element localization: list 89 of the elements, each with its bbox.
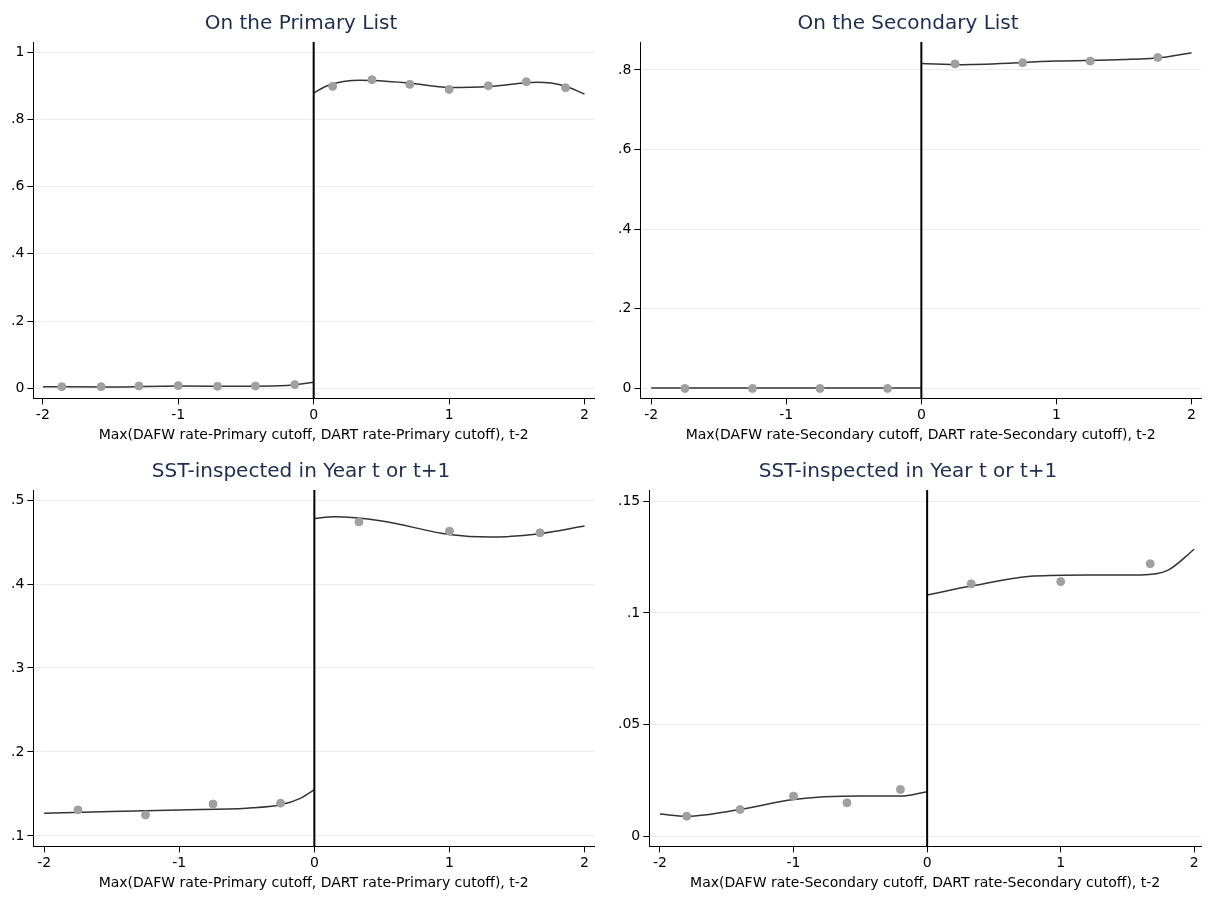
x-tick-label: -1 xyxy=(786,854,801,871)
point xyxy=(1085,56,1095,66)
x-tick-label: 2 xyxy=(1189,854,1199,871)
point xyxy=(1018,58,1028,68)
point xyxy=(1056,577,1066,587)
point xyxy=(950,59,960,69)
y-tick-label: 0 xyxy=(622,379,632,396)
y-tick-label: .2 xyxy=(11,742,25,759)
chart-title: On the Secondary List xyxy=(797,10,1019,35)
x-axis-title: Max(DAFW rate-Primary cutoff, DART rate-Primary cutoff), t-2 xyxy=(98,874,529,891)
point xyxy=(444,84,454,94)
point xyxy=(134,381,144,391)
y-tick-label: 0 xyxy=(631,826,641,843)
point xyxy=(96,382,106,392)
point xyxy=(354,517,364,527)
point xyxy=(213,381,223,391)
x-tick-label: -2 xyxy=(652,854,667,871)
x-tick-label: 1 xyxy=(1056,854,1066,871)
chart-title: On the Primary List xyxy=(204,10,398,35)
line-series xyxy=(43,788,316,814)
point xyxy=(535,528,545,538)
x-tick-label: 1 xyxy=(1051,406,1061,423)
point xyxy=(842,798,852,808)
point xyxy=(367,75,377,85)
x-tick-label: -2 xyxy=(644,406,659,423)
y-tick-label: .1 xyxy=(11,826,25,843)
x-tick-label: 0 xyxy=(309,406,319,423)
point xyxy=(561,83,571,93)
point xyxy=(966,579,976,589)
x-tick-label: 2 xyxy=(580,406,589,423)
x-axis-title: Max(DAFW rate-Secondary cutoff, DART rate-Secondary cutoff), t-2 xyxy=(685,426,1156,443)
y-tick-label: .4 xyxy=(11,244,25,261)
point xyxy=(682,811,692,821)
x-tick-label: -1 xyxy=(779,406,794,423)
x-tick-label: 2 xyxy=(580,854,589,871)
point xyxy=(173,381,183,391)
y-tick-label: .6 xyxy=(11,177,25,194)
point xyxy=(405,79,415,89)
x-axis-title: Max(DAFW rate-Primary cutoff, DART rate-Primary cutoff), t-2 xyxy=(98,426,529,443)
y-tick-label: .15 xyxy=(618,491,641,508)
x-tick-label: -1 xyxy=(172,854,187,871)
point xyxy=(290,380,300,390)
y-tick-label: .1 xyxy=(626,603,641,620)
x-tick-label: -1 xyxy=(171,406,186,423)
point xyxy=(208,799,218,809)
y-tick-label: .05 xyxy=(618,715,641,732)
y-tick-label: 0 xyxy=(15,378,25,395)
point xyxy=(815,383,825,393)
chart-title: SST-inspected in Year t or t+1 xyxy=(151,458,451,483)
y-tick-label: .3 xyxy=(11,658,25,675)
point xyxy=(735,805,745,815)
y-tick-label: .5 xyxy=(11,490,25,507)
y-tick-label: .4 xyxy=(11,574,25,591)
y-tick-label: .8 xyxy=(11,109,25,126)
x-tick-label: -2 xyxy=(37,854,52,871)
point xyxy=(328,81,338,91)
point xyxy=(883,383,893,393)
line-series xyxy=(312,79,586,95)
y-tick-label: .2 xyxy=(11,311,25,328)
x-tick-label: 2 xyxy=(1187,406,1196,423)
point xyxy=(521,77,531,87)
point xyxy=(1153,53,1163,63)
point xyxy=(747,383,757,393)
x-axis-title: Max(DAFW rate-Secondary cutoff, DART rate-Secondary cutoff), t-2 xyxy=(690,874,1161,891)
x-tick-label: -2 xyxy=(35,406,50,423)
x-tick-label: 1 xyxy=(444,406,454,423)
y-tick-label: .2 xyxy=(618,299,632,316)
point xyxy=(680,383,690,393)
y-tick-label: .4 xyxy=(618,219,632,236)
x-tick-label: 0 xyxy=(922,854,932,871)
point xyxy=(57,382,67,392)
point xyxy=(73,805,83,815)
y-tick-label: 1 xyxy=(15,42,25,59)
point xyxy=(444,526,454,536)
x-tick-label: 0 xyxy=(309,854,319,871)
chart-title: SST-inspected in Year t or t+1 xyxy=(758,458,1058,483)
x-tick-label: 0 xyxy=(916,406,926,423)
point xyxy=(483,81,493,91)
line-series xyxy=(313,516,586,538)
point xyxy=(895,784,905,794)
point xyxy=(276,798,286,808)
y-tick-label: .8 xyxy=(618,60,632,77)
point xyxy=(1145,559,1155,569)
point xyxy=(140,810,150,820)
point xyxy=(250,381,260,391)
x-tick-label: 1 xyxy=(444,854,454,871)
y-tick-label: .6 xyxy=(618,140,632,157)
line-series xyxy=(926,548,1196,596)
point xyxy=(789,791,799,801)
